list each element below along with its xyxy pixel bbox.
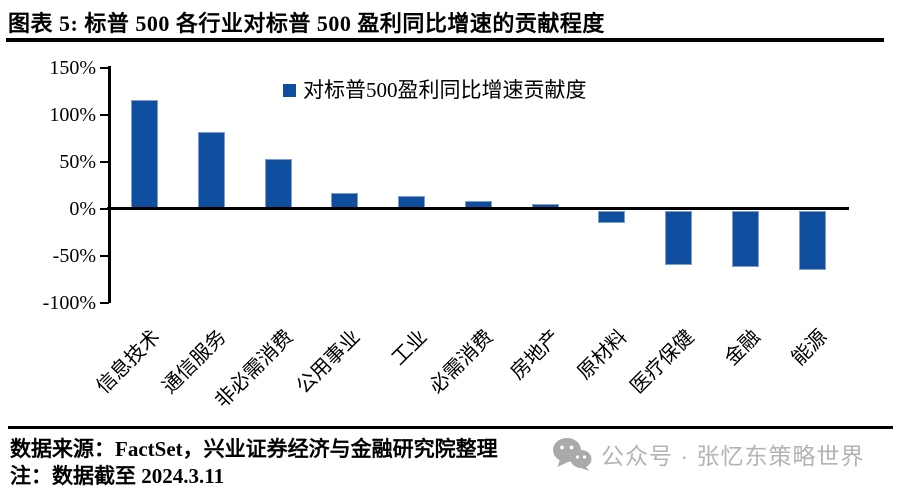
x-axis-category-label: 必需消费 [425, 326, 498, 399]
bar-能源 [798, 210, 826, 270]
y-axis-tick [100, 66, 109, 69]
bar-医疗保健 [665, 210, 692, 266]
data-source-note: 数据来源：FactSet，兴业证券经济与金融研究院整理 [10, 437, 498, 461]
y-axis-tick [100, 160, 109, 163]
wechat-icon [553, 438, 592, 471]
bar-金融 [731, 210, 759, 267]
y-axis-tick-label: -50% [52, 244, 96, 267]
bar-信息技术 [131, 100, 158, 209]
figure-title: 图表 5: 标普 500 各行业对标普 500 盈利同比增速的贡献程度 [8, 11, 605, 36]
watermark: 公众号 · 张忆东策略世界 [552, 434, 864, 474]
x-axis-category-label: 原材料 [573, 326, 632, 384]
x-axis-category-label: 公用事业 [292, 326, 365, 399]
y-axis-tick-label: 100% [49, 103, 96, 126]
y-axis-tick [100, 254, 109, 257]
bar-原材料 [598, 210, 626, 223]
bar-非必需消费 [264, 158, 292, 209]
y-axis-tick-label: 0% [69, 197, 96, 220]
x-axis-category-label: 医疗保健 [625, 326, 699, 399]
bar-chart: 对标普500盈利同比增速贡献度 150% 100% 50% 0% -50% -100% 信… [0, 42, 898, 426]
bar-通信服务 [197, 132, 225, 209]
x-axis-zero-line [107, 207, 849, 211]
y-axis-line [108, 66, 111, 303]
y-axis-tick [100, 301, 109, 304]
y-axis-tick [100, 207, 109, 210]
legend-label: 对标普500盈利同比增速贡献度 [303, 78, 587, 102]
y-axis-tick-label: 150% [49, 56, 96, 79]
x-axis-category-label: 信息技术 [91, 326, 165, 399]
bar-公用事业 [331, 193, 359, 209]
y-axis-tick-label: 50% [59, 150, 96, 173]
x-axis-category-label: 能源 [787, 326, 832, 370]
y-axis-tick-label: -100% [42, 291, 96, 314]
data-cutoff-note: 注：数据截至 2024.3.11 [10, 464, 225, 488]
title-divider [6, 38, 884, 42]
x-axis-category-label: 工业 [387, 326, 432, 370]
legend-swatch [283, 84, 296, 97]
watermark-text: 公众号 · 张忆东策略世界 [601, 443, 865, 469]
footer-divider [8, 426, 893, 429]
y-axis-tick [100, 113, 109, 116]
x-axis-category-label: 金融 [720, 326, 765, 370]
chart-legend: 对标普500盈利同比增速贡献度 [283, 74, 587, 104]
x-axis-category-label: 房地产 [506, 326, 565, 384]
